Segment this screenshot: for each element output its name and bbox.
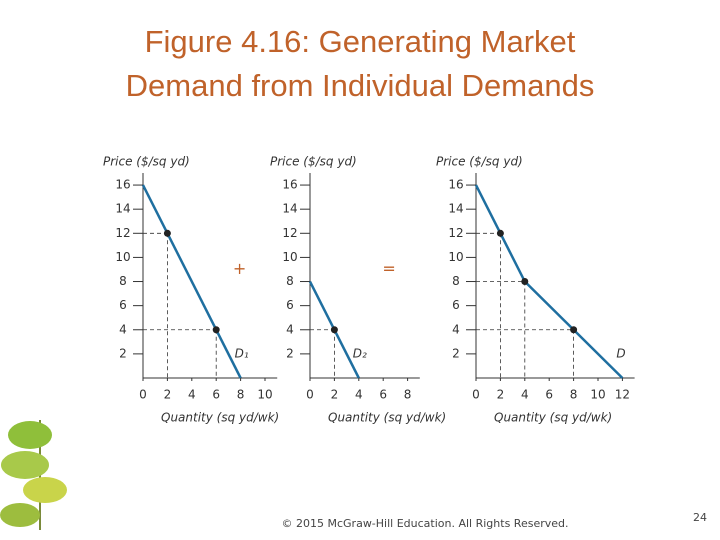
y-axis-label: Price ($/sq yd) — [270, 155, 357, 169]
curve-label: D₂ — [353, 346, 367, 360]
y-tick-label: 12 — [282, 226, 297, 240]
x-tick-label: 2 — [331, 388, 339, 402]
x-tick-label: 4 — [355, 388, 363, 402]
y-tick-label: 14 — [282, 202, 297, 216]
point — [330, 326, 338, 334]
y-axis-label: Price ($/sq yd) — [103, 155, 190, 169]
slide-title: Demand from Individual Demands — [126, 68, 595, 103]
x-tick-label: 2 — [164, 388, 172, 402]
x-tick-label: 10 — [590, 388, 605, 402]
y-tick-label: 6 — [452, 298, 460, 312]
x-tick-label: 8 — [237, 388, 245, 402]
x-axis-label: Quantity (sq yd/wk) — [328, 411, 446, 425]
y-tick-label: 16 — [282, 178, 297, 192]
y-tick-label: 8 — [286, 274, 294, 288]
point — [163, 229, 171, 237]
x-tick-label: 8 — [570, 388, 578, 402]
page-number: 24 — [693, 511, 707, 524]
point — [521, 278, 529, 286]
x-tick-label: 0 — [472, 388, 480, 402]
x-tick-label: 8 — [404, 388, 412, 402]
y-tick-label: 2 — [452, 346, 460, 360]
point — [212, 326, 220, 334]
y-tick-label: 8 — [119, 274, 127, 288]
ginkgo-decoration — [0, 420, 67, 530]
y-tick-label: 12 — [115, 226, 130, 240]
annotation: = — [382, 259, 395, 278]
x-tick-label: 2 — [497, 388, 505, 402]
y-tick-label: 8 — [452, 274, 460, 288]
y-tick-label: 6 — [286, 298, 294, 312]
y-tick-label: 14 — [448, 202, 463, 216]
y-tick-label: 16 — [448, 178, 463, 192]
x-tick-label: 12 — [615, 388, 630, 402]
y-tick-label: 14 — [115, 202, 130, 216]
x-tick-label: 4 — [188, 388, 196, 402]
y-tick-label: 2 — [286, 346, 294, 360]
annotation: + — [233, 259, 246, 278]
y-tick-label: 10 — [115, 250, 130, 264]
footer: © 2015 McGraw-Hill Education. All Rights… — [282, 517, 569, 530]
point — [570, 326, 578, 334]
x-tick-label: 6 — [212, 388, 220, 402]
curve-label: D₁ — [235, 346, 249, 360]
x-tick-label: 10 — [257, 388, 272, 402]
y-tick-label: 10 — [282, 250, 297, 264]
x-tick-label: 6 — [545, 388, 553, 402]
y-tick-label: 4 — [286, 322, 294, 336]
demand-curve — [141, 184, 242, 379]
x-axis-label: Quantity (sq yd/wk) — [161, 411, 279, 425]
x-tick-label: 4 — [521, 388, 529, 402]
x-tick-label: 6 — [379, 388, 387, 402]
y-tick-label: 4 — [452, 322, 460, 336]
x-axis-label: Quantity (sq yd/wk) — [494, 411, 612, 425]
y-tick-label: 2 — [119, 346, 127, 360]
y-tick-label: 6 — [119, 298, 127, 312]
y-tick-label: 16 — [115, 178, 130, 192]
point — [496, 229, 504, 237]
y-axis-label: Price ($/sq yd) — [436, 155, 523, 169]
y-tick-label: 12 — [448, 226, 463, 240]
curve-label: D — [616, 346, 625, 360]
y-tick-label: 4 — [119, 322, 127, 336]
x-tick-label: 0 — [306, 388, 314, 402]
slide-title: Figure 4.16: Generating Market — [145, 24, 576, 59]
x-tick-label: 0 — [139, 388, 147, 402]
y-tick-label: 10 — [448, 250, 463, 264]
